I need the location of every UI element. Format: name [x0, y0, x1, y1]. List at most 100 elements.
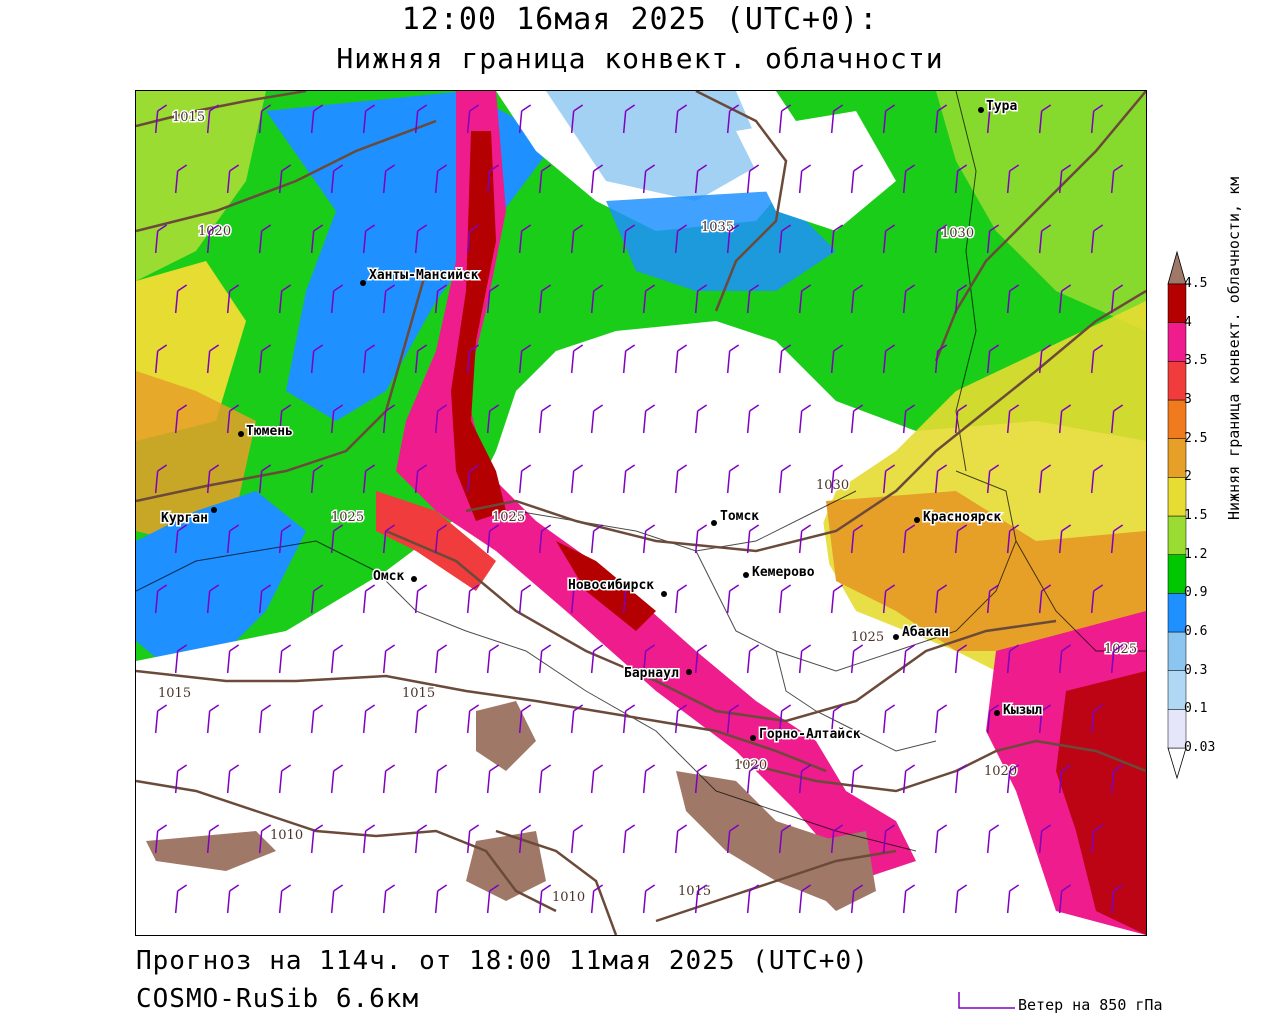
wind-barb [330, 884, 344, 914]
wind-barb [778, 824, 792, 854]
wind-barb [934, 224, 948, 254]
wind-barb [746, 284, 760, 314]
wind-barb [694, 644, 708, 674]
wind-barb [902, 884, 916, 914]
wind-barb [310, 224, 324, 254]
city-tyumen[interactable]: Тюмень [238, 423, 294, 441]
wind-barb [174, 404, 188, 434]
wind-barb [726, 344, 740, 374]
wind-barb [1058, 764, 1072, 794]
wind-barb [518, 104, 532, 134]
wind-barb [1038, 344, 1052, 374]
legend-tick-label: 3.5 [1184, 353, 1208, 369]
wind-barb [1038, 824, 1052, 854]
wind-barb [674, 464, 688, 494]
wind-barb [206, 104, 220, 134]
wind-barb [694, 284, 708, 314]
wind-barb [902, 284, 916, 314]
wind-barb [882, 464, 896, 494]
wind-barb [414, 584, 428, 614]
wind-barb [382, 284, 396, 314]
city-tura[interactable]: Тура [978, 98, 1019, 116]
wind-legend-icon [958, 992, 1015, 1009]
wind-barb [226, 524, 240, 554]
wind-barb [830, 824, 844, 854]
wind-barb [986, 344, 1000, 374]
wind-barb [570, 584, 584, 614]
wind-barb [590, 524, 604, 554]
map-canvas: 1015 1020 1035 1030 1030 1025 1025 1025 … [136, 91, 1146, 935]
city-barnaul[interactable]: Барнаул [623, 665, 692, 683]
city-kurgan[interactable]: Курган [160, 507, 217, 528]
wind-barb [362, 464, 376, 494]
forecast-map[interactable]: 1015 1020 1035 1030 1030 1025 1025 1025 … [135, 90, 1147, 936]
wind-barb [798, 404, 812, 434]
wind-barb [850, 524, 864, 554]
city-tomsk[interactable]: Томск [711, 508, 761, 526]
wind-barb [1038, 584, 1052, 614]
city-khanty-mansiysk[interactable]: Ханты-Мансийск [360, 267, 480, 286]
wind-barb [1090, 464, 1104, 494]
city-kyzyl[interactable]: Кызыл [994, 702, 1044, 720]
wind-barb [1090, 584, 1104, 614]
wind-barb [1038, 464, 1052, 494]
legend-tick-label: 3 [1184, 392, 1192, 407]
wind-barb [466, 464, 480, 494]
wind-barb [570, 464, 584, 494]
wind-barb [174, 764, 188, 794]
city-gorno-altaysk[interactable]: Горно-Алтайск [750, 726, 862, 744]
wind-barb [798, 524, 812, 554]
city-label: Абакан [902, 625, 949, 640]
wind-barb [902, 644, 916, 674]
wind-barb [154, 584, 168, 614]
wind-barb [746, 644, 760, 674]
wind-barb [726, 464, 740, 494]
wind-barb [538, 164, 552, 194]
city-dot [411, 576, 417, 582]
city-omsk[interactable]: Омск [372, 568, 417, 586]
wind-barb [310, 344, 324, 374]
wind-barb [934, 104, 948, 134]
wind-barb [798, 164, 812, 194]
legend-title: Нижняя граница конвект. облачности, км [1225, 176, 1243, 520]
wind-barb [642, 164, 656, 194]
city-novosibirsk[interactable]: Новосибирск [567, 577, 667, 597]
wind-barb [882, 704, 896, 734]
wind-barb [434, 164, 448, 194]
wind-barb [1110, 524, 1124, 554]
legend-tick-label: 1.5 [1184, 508, 1208, 523]
wind-barb [1038, 704, 1052, 734]
city-label: Кызыл [1003, 703, 1042, 718]
wind-barb [226, 884, 240, 914]
wind-barb [778, 584, 792, 614]
wind-barb [934, 464, 948, 494]
wind-barb [174, 524, 188, 554]
wind-barb [622, 704, 636, 734]
wind-barb [590, 284, 604, 314]
isobar-label: 1035 [701, 220, 734, 235]
city-dot [994, 710, 1000, 716]
wind-barb [1058, 284, 1072, 314]
wind-barb [258, 704, 272, 734]
wind-barb [466, 704, 480, 734]
wind-barb [154, 824, 168, 854]
wind-barb [934, 584, 948, 614]
wind-barb [206, 464, 220, 494]
wind-barb [1038, 104, 1052, 134]
wind-barb [1006, 404, 1020, 434]
wind-barb [882, 824, 896, 854]
wind-barb [362, 344, 376, 374]
legend-tick-label: 2 [1184, 469, 1192, 485]
city-krasnoyarsk[interactable]: Красноярск [914, 509, 1003, 527]
city-abakan[interactable]: Абакан [893, 624, 950, 642]
wind-barb [382, 404, 396, 434]
wind-barb [986, 824, 1000, 854]
wind-barb [1110, 404, 1124, 434]
wind-barb [1006, 644, 1020, 674]
wind-barb [674, 104, 688, 134]
legend-tick-label: 2.5 [1184, 430, 1208, 446]
wind-barb [330, 164, 344, 194]
city-kemerovo[interactable]: Кемерово [743, 564, 816, 582]
wind-barb [882, 224, 896, 254]
wind-barb [902, 164, 916, 194]
